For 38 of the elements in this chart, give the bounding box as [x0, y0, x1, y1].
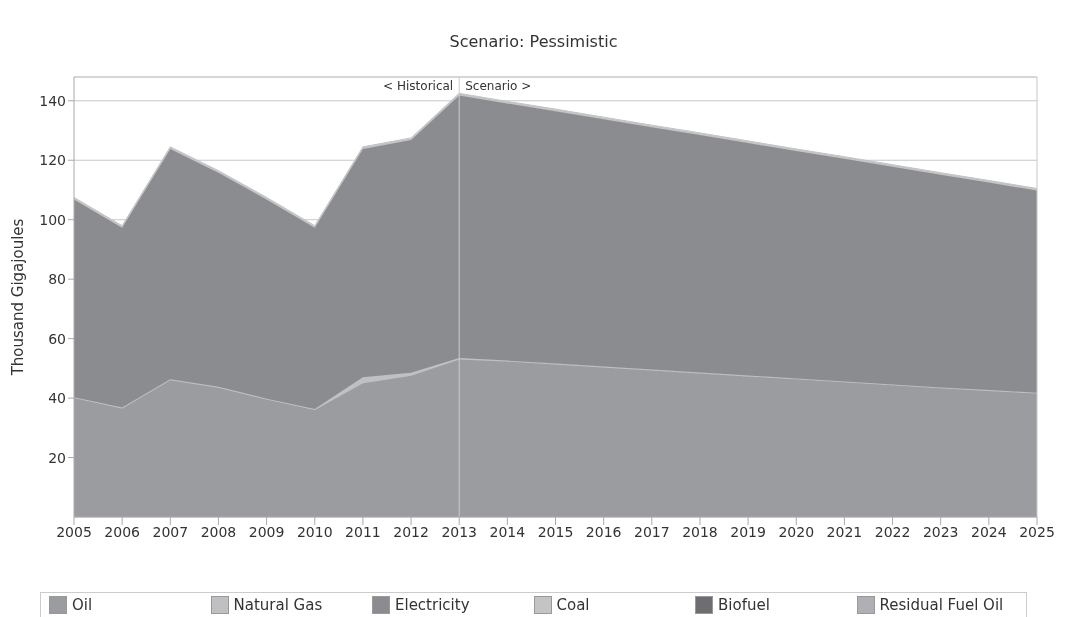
x-tick-label: 2007 — [152, 523, 189, 540]
x-tick-label: 2013 — [441, 523, 478, 540]
x-tick-label: 2020 — [778, 523, 815, 540]
x-tick-label: 2016 — [585, 523, 622, 540]
x-tick-label: 2012 — [393, 523, 429, 540]
y-tick-label: 20 — [48, 449, 66, 466]
y-tick-label: 140 — [39, 92, 66, 109]
legend-label: Coal — [556, 596, 590, 614]
x-tick-label: 2008 — [200, 523, 237, 540]
x-tick-label: 2022 — [874, 523, 911, 540]
x-tick-label: 2023 — [922, 523, 959, 540]
x-tick-label: 2025 — [1019, 523, 1055, 540]
legend-label: Residual Fuel Oil — [879, 596, 1004, 614]
y-tick-label: 60 — [48, 330, 66, 347]
x-tick-label: 2011 — [345, 523, 381, 540]
x-tick-label: 2018 — [682, 523, 718, 540]
x-tick-label: 2014 — [489, 523, 526, 540]
x-tick-label: 2019 — [730, 523, 766, 540]
legend-label: Oil — [72, 596, 93, 614]
x-tick-label: 2010 — [296, 523, 333, 540]
x-tick-label: 2009 — [248, 523, 285, 540]
y-tick-label: 80 — [48, 271, 66, 288]
legend-label: Natural Gas — [233, 596, 323, 614]
x-tick-label: 2017 — [633, 523, 670, 540]
x-tick-label: 2021 — [826, 523, 863, 540]
annotation: Scenario > — [465, 79, 532, 94]
x-tick-label: 2015 — [537, 523, 574, 540]
legend-label: Electricity — [395, 596, 470, 614]
x-tick-label: 2005 — [56, 523, 92, 540]
x-tick-label: 2006 — [104, 523, 141, 540]
y-tick-label: 40 — [48, 390, 66, 407]
x-tick-label: 2024 — [971, 523, 1007, 540]
legend-label: Biofuel — [718, 596, 770, 614]
y-tick-label: 100 — [39, 211, 66, 228]
y-tick-label: 120 — [39, 152, 66, 169]
annotation: < Historical — [383, 79, 454, 94]
y-axis-title: Thousand Gigajoules — [9, 218, 28, 377]
chart-title: Scenario: Pessimistic — [448, 32, 619, 53]
